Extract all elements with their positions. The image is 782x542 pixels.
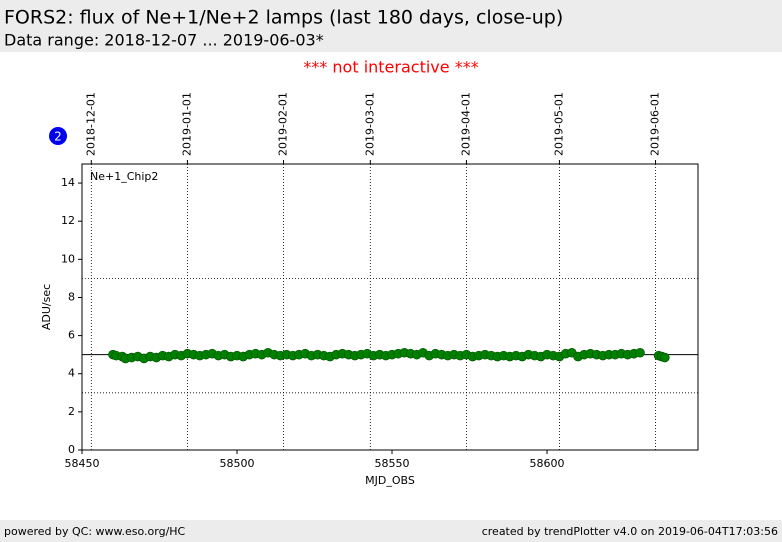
x2-tick-label: 2019-03-01 (363, 92, 376, 156)
y-tick-label: 8 (68, 290, 75, 303)
plot-frame (81, 163, 699, 451)
y-axis-label: ADU/sec (40, 284, 53, 330)
badge-circle (49, 127, 67, 145)
x-tick-label: 58550 (375, 457, 410, 470)
point (660, 352, 670, 363)
y-tick-label: 14 (61, 176, 75, 189)
y-tick-label: 12 (61, 214, 75, 227)
footer-band (0, 520, 782, 542)
annotation: Ne+1_Chip2 (90, 170, 158, 183)
x2-tick-label: 2019-02-01 (277, 92, 290, 156)
x2-tick-label: 2019-06-01 (649, 92, 662, 156)
x-axis-label: MJD_OBS (365, 474, 415, 487)
footer-left: powered by QC: www.eso.org/HC (4, 525, 186, 538)
y-tick-label: 6 (68, 329, 75, 342)
y-tick-label: 10 (61, 252, 75, 265)
point (635, 347, 645, 358)
footer-right: created by trendPlotter v4.0 on 2019-06-… (482, 525, 778, 538)
y-tick-label: 0 (68, 443, 75, 456)
header-band (0, 0, 782, 52)
x2-tick-label: 2018-12-01 (84, 92, 97, 156)
x2-tick-label: 2019-01-01 (180, 92, 193, 156)
y-tick-label: 2 (68, 405, 75, 418)
x-tick-label: 58450 (65, 457, 100, 470)
notice: *** not interactive *** (303, 58, 478, 77)
x2-tick-label: 2019-04-01 (459, 92, 472, 156)
title: FORS2: flux of Ne+1/Ne+2 lamps (last 180… (4, 7, 563, 29)
x-tick-label: 58500 (220, 457, 255, 470)
x-tick-label: 58600 (530, 457, 565, 470)
x2-tick-label: 2019-05-01 (552, 92, 565, 156)
badge: 2 (54, 130, 62, 144)
y-tick-label: 4 (68, 367, 75, 380)
subtitle: Data range: 2018-12-07 ... 2019-06-03* (4, 31, 324, 50)
